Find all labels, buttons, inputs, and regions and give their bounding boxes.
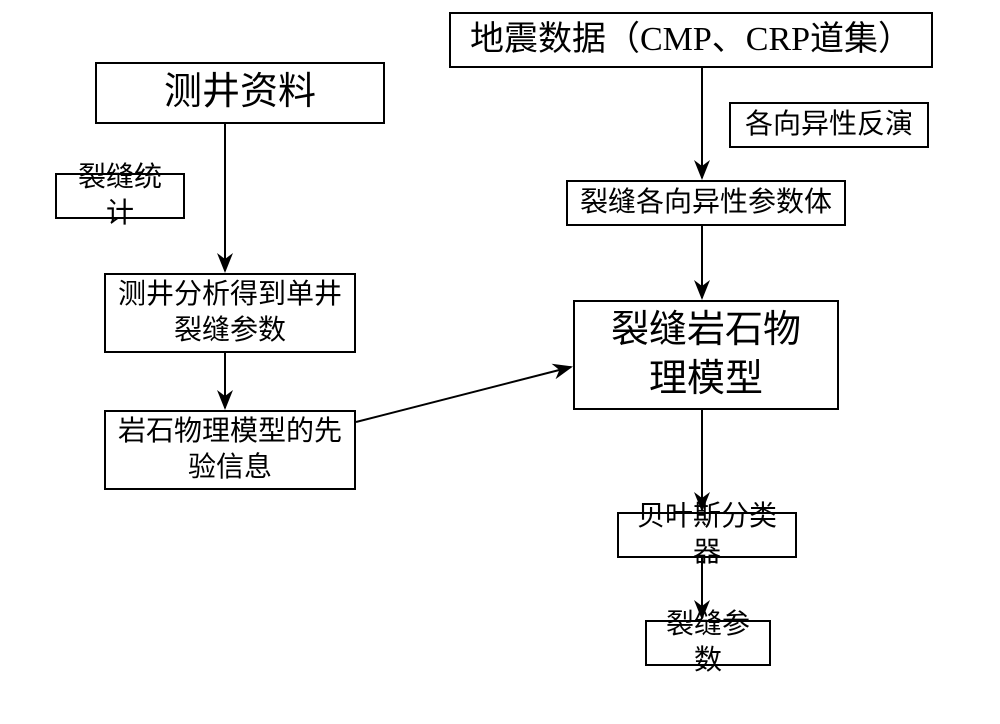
node-label: 裂缝参数 [655, 607, 761, 680]
node-label: 裂缝岩石物理模型 [611, 306, 801, 405]
node-label: 测井资料 [164, 68, 316, 117]
node-label: 贝叶斯分类器 [627, 499, 787, 572]
node-label: 裂缝各向异性参数体 [580, 185, 832, 221]
node-label: 岩石物理模型的先验信息 [118, 414, 342, 487]
node-single-well-params: 测井分析得到单井裂缝参数 [104, 273, 356, 353]
node-label: 测井分析得到单井裂缝参数 [118, 277, 342, 350]
node-fracture-stats: 裂缝统计 [55, 173, 185, 219]
node-label: 裂缝统计 [65, 160, 175, 233]
node-label: 地震数据（CMP、CRP道集） [470, 18, 912, 62]
node-bayes-classifier: 贝叶斯分类器 [617, 512, 797, 558]
node-label: 各向异性反演 [745, 107, 913, 143]
node-rock-physics-model: 裂缝岩石物理模型 [573, 300, 839, 410]
node-anisotropy-inversion: 各向异性反演 [729, 102, 929, 148]
node-prior-info: 岩石物理模型的先验信息 [104, 410, 356, 490]
node-anisotropy-params: 裂缝各向异性参数体 [566, 180, 846, 226]
node-well-log-data: 测井资料 [95, 62, 385, 124]
node-fracture-params: 裂缝参数 [645, 620, 771, 666]
node-seismic-data: 地震数据（CMP、CRP道集） [449, 12, 933, 68]
